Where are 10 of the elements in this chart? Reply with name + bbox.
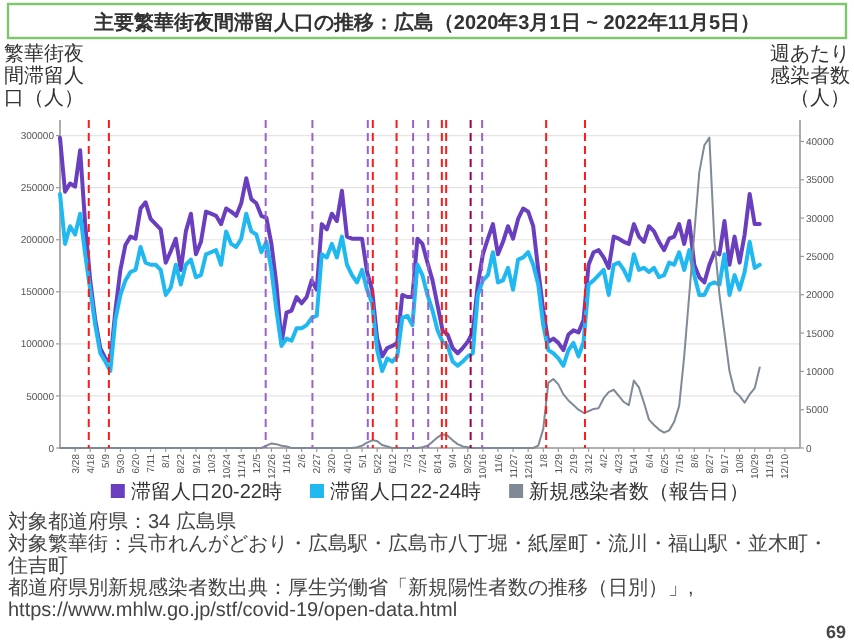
text: 対象繁華街：呉市れんがどおり・広島駅・広島市八丁堀・紙屋町・流川・福山駅・並木町・住吉町: [8, 534, 830, 578]
legend-label: 滞留人口20-22時: [130, 480, 282, 504]
text: 都道府県別新規感染者数出典：厚生労働省「新規陽性者数の推移（日別）」, https://www.mhlw.go.jp/stf/covid-19/open-data.html: [8, 578, 696, 622]
chart-title: 主要繁華街夜間滞留人口の推移：広島（2020年3月1日 ~ 2022年11月5日）: [91, 11, 761, 35]
legend-label: 滞留人口22-24時: [329, 480, 482, 504]
y2-axis-title: 週あたり感染者数（人）: [770, 44, 850, 110]
y-axis-title: 繁華街夜間滞留人口（人）: [4, 42, 84, 110]
text: 69: [823, 622, 846, 640]
text: 対象都道府県：34 広島県: [8, 512, 238, 534]
legend-label: 新規感染者数（報告日）: [529, 480, 750, 504]
